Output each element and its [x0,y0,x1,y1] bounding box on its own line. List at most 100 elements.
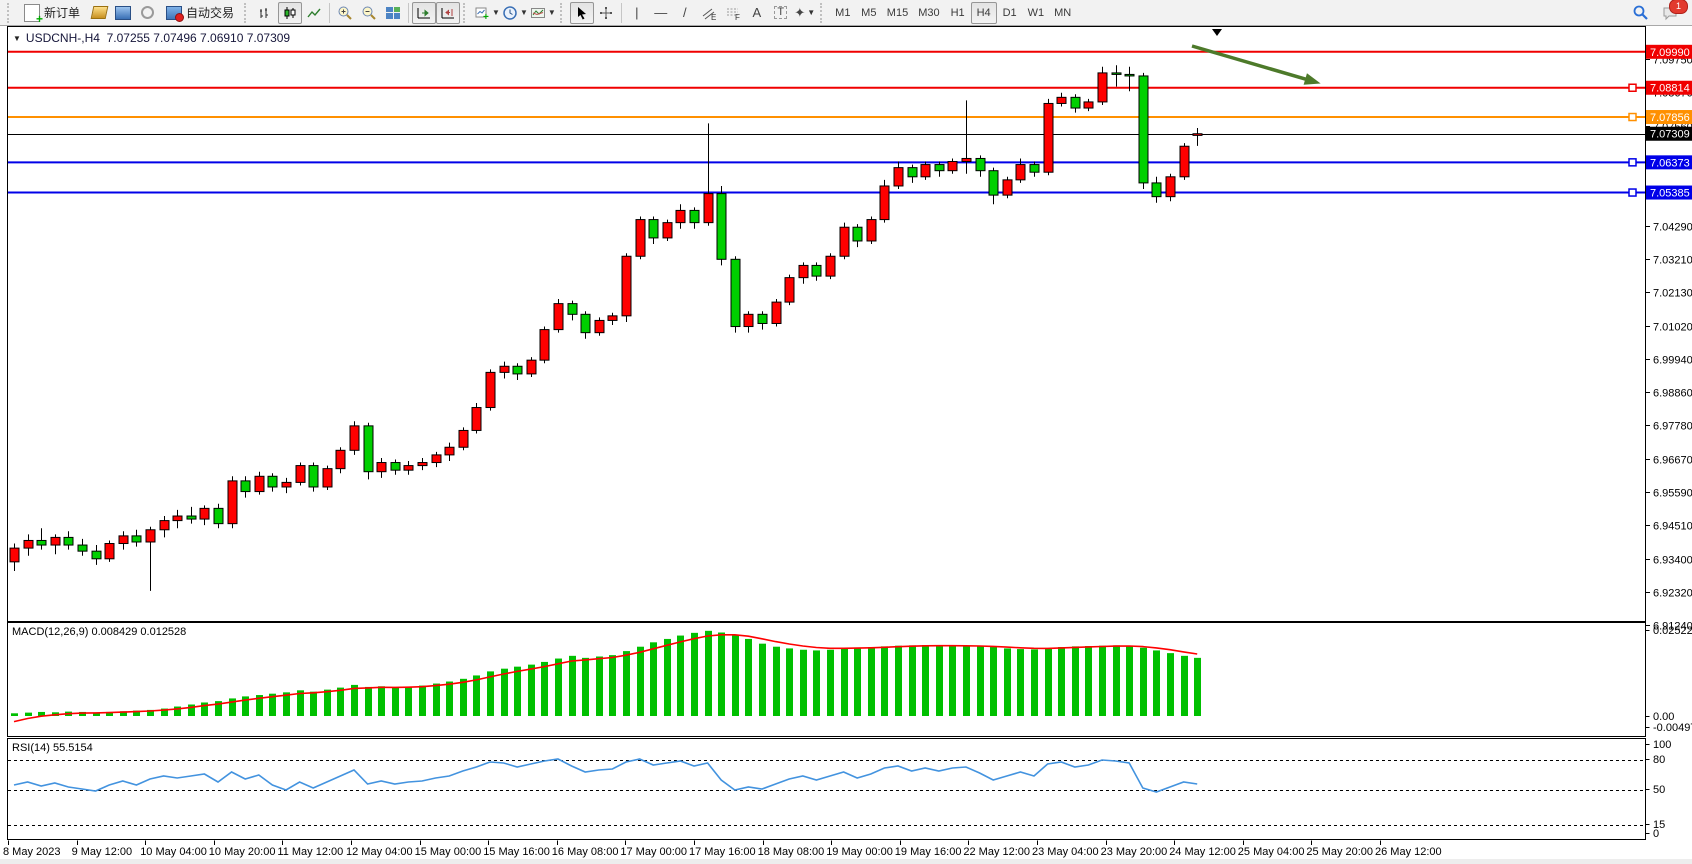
candle-up [335,449,346,470]
new-chart-dropdown[interactable]: + ▼ [473,2,501,24]
macd-signal-line [13,633,1198,723]
candle-up [1002,179,1013,196]
candle-up [1165,176,1176,198]
equidistant-channel-tool[interactable]: E [697,2,721,24]
template-dropdown[interactable]: ▼ [529,2,557,24]
candle-down [975,157,986,172]
timeframe-m5-button[interactable]: M5 [861,6,877,19]
dropdown-caret-icon: ▼ [492,8,500,17]
svg-text:7.05385: 7.05385 [1650,188,1690,200]
svg-text:6.97780: 6.97780 [1653,421,1692,433]
svg-text:100: 100 [1653,739,1671,751]
candle-down [131,535,142,543]
candle-down [390,462,401,471]
vertical-line-tool[interactable]: | [635,5,639,20]
svg-text:10 May 04:00: 10 May 04:00 [140,846,207,858]
line-chart-button[interactable] [302,2,326,24]
rsi-axis-labels: 100 80 50 150 [1645,739,1671,840]
top-triangle-marker [1212,29,1222,36]
terminal-button[interactable] [111,2,135,24]
candle-up [1056,96,1067,104]
svg-text:6.99940: 6.99940 [1653,355,1692,367]
candle-down [1070,96,1081,109]
candle-up [866,219,877,242]
candle-up [1015,164,1026,181]
zoom-out-icon [362,6,376,20]
candle-up [172,515,183,522]
candle-up [471,407,482,431]
candle-up [675,209,686,224]
candle-down [852,226,863,242]
collapse-caret-icon[interactable]: ▼ [13,33,21,43]
candle-up [499,365,510,373]
candle-down [1111,72,1122,75]
candle-down [363,425,374,473]
zoom-in-button[interactable] [333,2,357,24]
text-tool[interactable]: A [752,5,762,20]
svg-text:7.06373: 7.06373 [1650,157,1690,169]
svg-text:6.93400: 6.93400 [1653,555,1692,567]
price-axis-ticks: 7.097507.086707.075607.042907.032107.021… [1645,55,1692,633]
svg-text:7.02130: 7.02130 [1653,288,1692,300]
candle-up [23,539,34,549]
candle-up [539,329,550,361]
candle-up [879,185,890,221]
dropdown-caret-icon: ▼ [547,8,556,17]
candle-down [934,164,945,172]
dropdown-caret-icon: ▼ [807,8,816,17]
tile-windows-icon [386,6,401,19]
candle-down [580,313,591,334]
crosshair-button[interactable] [594,2,618,24]
zoom-out-button[interactable] [357,2,381,24]
fibonacci-tool[interactable]: F [721,2,745,24]
candle-up [743,313,754,328]
candlestick-chart-icon [284,6,296,19]
horizontal-line-tool[interactable]: — [654,5,668,20]
auto-trading-button[interactable]: 自动交易 [159,2,241,24]
new-order-button[interactable]: 新订单 [17,2,87,26]
timeframe-mn-button[interactable]: MN [1054,6,1072,19]
timeframe-m1-button[interactable]: M1 [835,6,851,19]
alerts-button[interactable] [135,2,159,24]
timeframe-m15-button[interactable]: M15 [886,6,909,19]
cursor-icon [577,6,586,19]
svg-text:19 May 00:00: 19 May 00:00 [826,846,893,858]
timeframe-w1-button[interactable]: W1 [1027,6,1045,19]
candle-down [36,539,47,546]
svg-text:0.00: 0.00 [1653,711,1674,723]
template-icon [530,7,545,18]
auto-scroll-button[interactable] [412,1,437,24]
trendline-tool[interactable]: / [682,5,687,20]
svg-text:8 May 2023: 8 May 2023 [3,846,60,858]
svg-text:6.98860: 6.98860 [1653,388,1692,400]
candle-up [1097,72,1108,103]
search-button[interactable] [1628,2,1652,24]
timeframe-m30-button[interactable]: M30 [918,6,940,19]
timeframe-h1-button[interactable]: H1 [950,6,965,19]
candle-up [825,255,836,277]
chart-shift-button[interactable] [436,1,461,24]
chart-shift-icon [441,7,455,18]
candle-down [1124,73,1135,77]
arrows-tool-dropdown[interactable]: ✦ ▼ [794,5,816,20]
cursor-button[interactable] [569,1,594,24]
candle-up [1083,101,1094,109]
candle-up [1179,145,1190,178]
market-watch-button[interactable] [87,2,111,24]
timeframe-h4-button[interactable]: H4 [970,1,997,24]
svg-text:18 May 08:00: 18 May 08:00 [758,846,825,858]
text-label-tool[interactable]: T [769,2,793,24]
period-dropdown[interactable]: ▼ [501,2,529,24]
candle-down [240,480,251,493]
bar-chart-button[interactable] [254,2,278,24]
candle-down [689,209,700,224]
timeframe-d1-button[interactable]: D1 [1002,6,1017,19]
candlestick-chart-button[interactable] [278,1,303,24]
candle-up [444,446,455,456]
candle-up [159,520,170,531]
candle-down [907,167,918,178]
community-button[interactable]: 1 [1658,0,1688,24]
date-axis: 8 May 2023 9 May 12:00 10 May 04:00 10 May … [3,840,1442,858]
tile-windows-button[interactable] [381,2,405,24]
